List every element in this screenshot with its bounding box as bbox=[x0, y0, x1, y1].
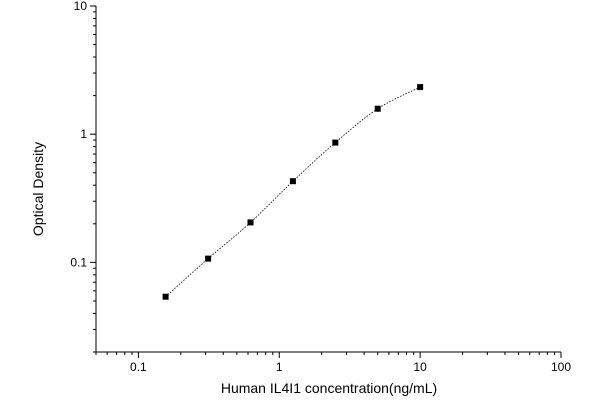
data-points-layer bbox=[162, 84, 424, 300]
data-point bbox=[247, 219, 254, 226]
data-point bbox=[205, 255, 212, 262]
y-tick-label: 0.1 bbox=[70, 255, 87, 269]
x-axis: 0.1 1 10 100 bbox=[95, 352, 571, 374]
y-axis: 0.1 1 10 bbox=[70, 0, 96, 353]
fit-curve-layer bbox=[165, 86, 421, 297]
x-tick-label: 1 bbox=[276, 360, 283, 374]
x-axis-title: Human IL4I1 concentration(ng/mL) bbox=[221, 380, 437, 396]
y-axis-title: Optical Density bbox=[30, 142, 46, 236]
plot-area bbox=[95, 6, 561, 353]
x-tick-label: 0.1 bbox=[130, 360, 147, 374]
x-tick-label: 100 bbox=[551, 360, 571, 374]
y-tick-label: 10 bbox=[74, 0, 88, 13]
y-tick-label: 1 bbox=[80, 127, 87, 141]
data-point bbox=[162, 293, 169, 300]
data-point bbox=[289, 178, 296, 185]
data-point bbox=[417, 84, 424, 91]
data-point bbox=[332, 139, 339, 146]
data-point bbox=[374, 105, 381, 112]
x-tick-label: 10 bbox=[413, 360, 427, 374]
fit-curve bbox=[165, 86, 421, 297]
